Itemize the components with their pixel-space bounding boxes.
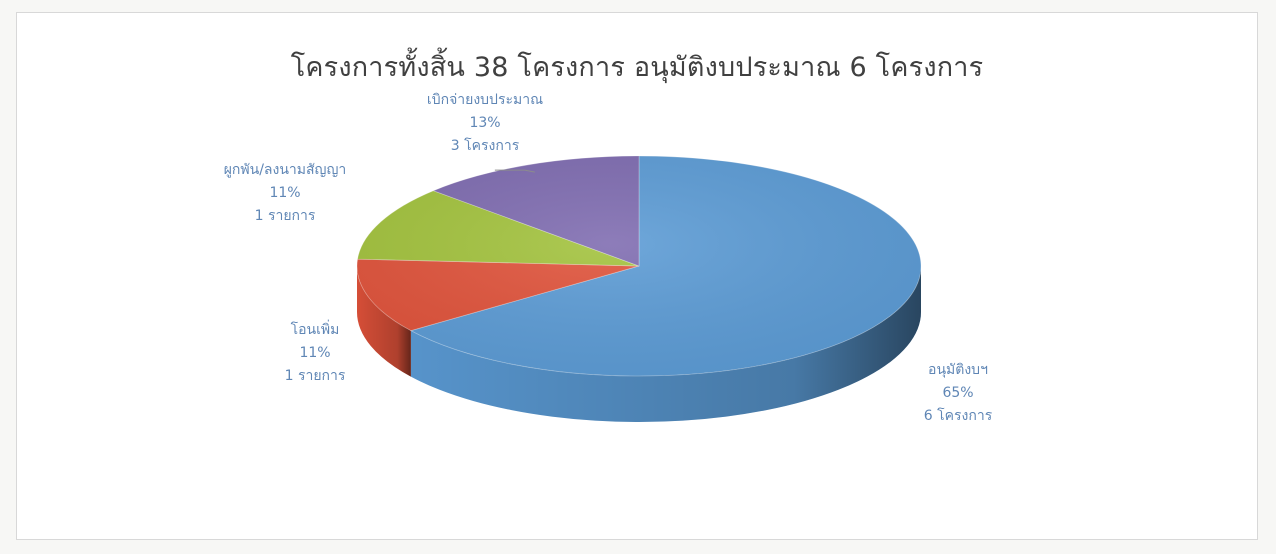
slice-count: 6 โครงการ xyxy=(923,408,993,424)
slice-name: อนุมัติงบฯ xyxy=(928,362,988,378)
pie-side-shading xyxy=(410,266,922,423)
slice-label-approved: อนุมัติงบฯ 65% 6 โครงการ xyxy=(885,359,1031,428)
slice-percent: 11% xyxy=(269,185,301,201)
slice-label-transfer: โอนเพิ่ม 11% 1 รายการ xyxy=(257,319,373,388)
slice-name: ผูกพัน/ลงนามสัญญา xyxy=(223,162,347,178)
slice-count: 1 รายการ xyxy=(284,368,346,384)
slice-count: 3 โครงการ xyxy=(450,138,520,154)
slice-percent: 65% xyxy=(942,385,974,401)
slice-percent: 13% xyxy=(469,115,501,131)
slice-count: 1 รายการ xyxy=(254,208,316,224)
chart-area: โครงการทั้งสิ้น 38 โครงการ อนุมัติงบประม… xyxy=(16,12,1258,540)
slice-name: เบิกจ่ายงบประมาณ xyxy=(426,92,544,108)
pie-side-shading xyxy=(357,266,411,377)
slice-name: โอนเพิ่ม xyxy=(290,322,340,338)
slice-percent: 11% xyxy=(299,345,331,361)
leader-line-disbursement xyxy=(494,169,535,173)
slice-label-disbursement: เบิกจ่ายงบประมาณ 13% 3 โครงการ xyxy=(395,89,575,158)
chart-title: โครงการทั้งสิ้น 38 โครงการ อนุมัติงบประม… xyxy=(290,52,984,83)
pie-chart xyxy=(356,155,922,423)
pie-top-shading xyxy=(357,156,921,376)
slice-label-commitment: ผูกพัน/ลงนามสัญญา 11% 1 รายการ xyxy=(197,159,373,228)
